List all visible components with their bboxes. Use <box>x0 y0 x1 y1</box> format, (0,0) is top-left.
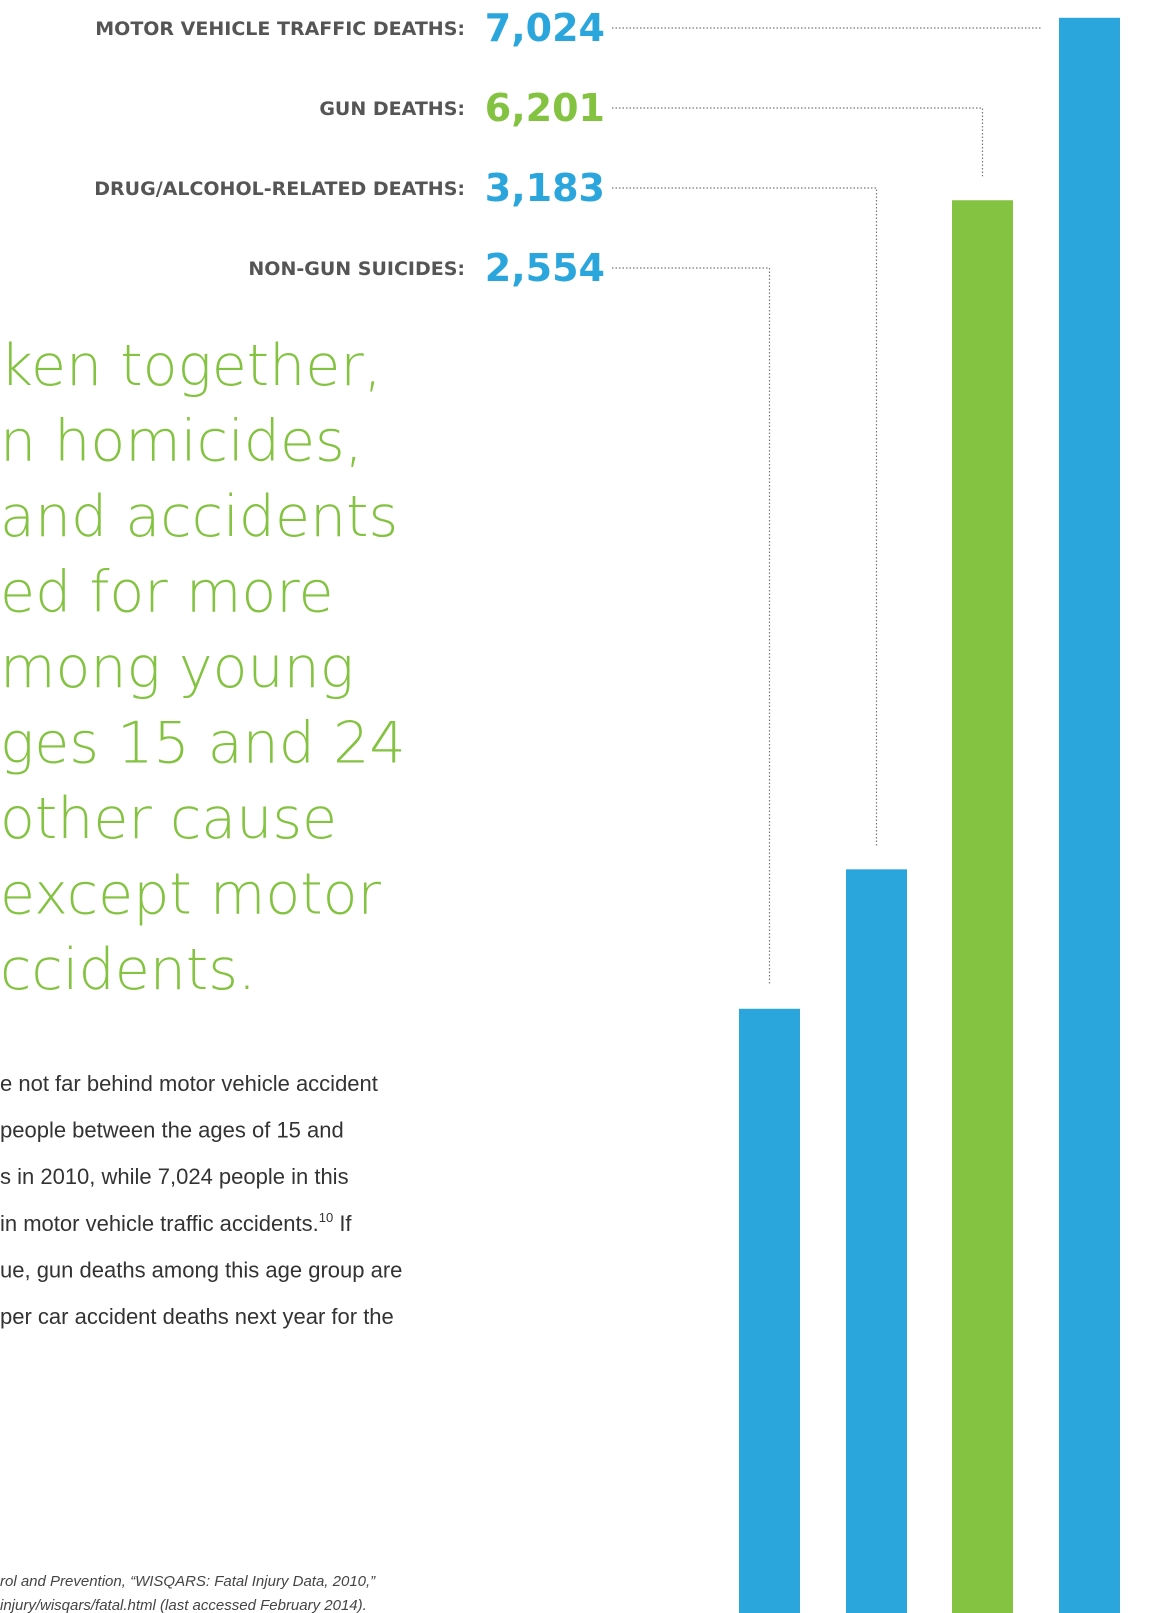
bar <box>952 200 1013 1613</box>
headline-line: ken together, <box>0 333 382 399</box>
headline-line: and accidents <box>0 484 398 550</box>
footnote-line: rol and Prevention, “WISQARS: Fatal Inju… <box>0 1573 376 1590</box>
body-text: s in 2010, while 7,024 people in this <box>0 1164 349 1189</box>
superscript: 10 <box>319 1210 333 1225</box>
value-label: 7,024 <box>485 6 605 50</box>
body-text: ue, gun deaths among this age group are <box>0 1257 402 1282</box>
body-line: in motor vehicle traffic accidents.10 If <box>0 1210 352 1236</box>
category-label: GUN DEATHS: <box>319 98 465 120</box>
headline-line: mong young <box>0 635 354 701</box>
category-label: MOTOR VEHICLE TRAFFIC DEATHS: <box>95 18 465 40</box>
body-line: per car accident deaths next year for th… <box>0 1304 394 1329</box>
value-label: 3,183 <box>485 166 605 210</box>
bar <box>1059 17 1120 1613</box>
body-line: people between the ages of 15 and <box>0 1118 344 1143</box>
headline-line: except motor <box>0 862 381 928</box>
body-text: If <box>333 1211 352 1236</box>
body-line: s in 2010, while 7,024 people in this <box>0 1164 349 1189</box>
headline-line: n homicides, <box>0 409 363 475</box>
leader-line <box>612 267 771 985</box>
bar <box>846 869 907 1613</box>
body-line: ue, gun deaths among this age group are <box>0 1257 402 1282</box>
body-line: e not far behind motor vehicle accident <box>0 1071 378 1096</box>
body-text: per car accident deaths next year for th… <box>0 1304 394 1329</box>
body-text: in motor vehicle traffic accidents. <box>0 1211 319 1236</box>
category-label: DRUG/ALCOHOL-RELATED DEATHS: <box>94 178 465 200</box>
body-text: people between the ages of 15 and <box>0 1118 344 1143</box>
leader-line <box>612 107 984 177</box>
value-label: 2,554 <box>485 246 605 290</box>
headline-line: ed for more <box>0 560 334 626</box>
headline-line: ccidents. <box>0 937 256 1003</box>
headline-line: ges 15 and 24 <box>0 711 406 777</box>
category-label: NON-GUN SUICIDES: <box>248 258 465 280</box>
body-text: e not far behind motor vehicle accident <box>0 1071 378 1096</box>
headline-line: other cause <box>0 786 337 852</box>
bar <box>739 1008 800 1613</box>
footnote-line: injury/wisqars/fatal.html (last accessed… <box>0 1597 367 1613</box>
leader-line <box>612 187 878 846</box>
value-label: 6,201 <box>485 86 605 130</box>
